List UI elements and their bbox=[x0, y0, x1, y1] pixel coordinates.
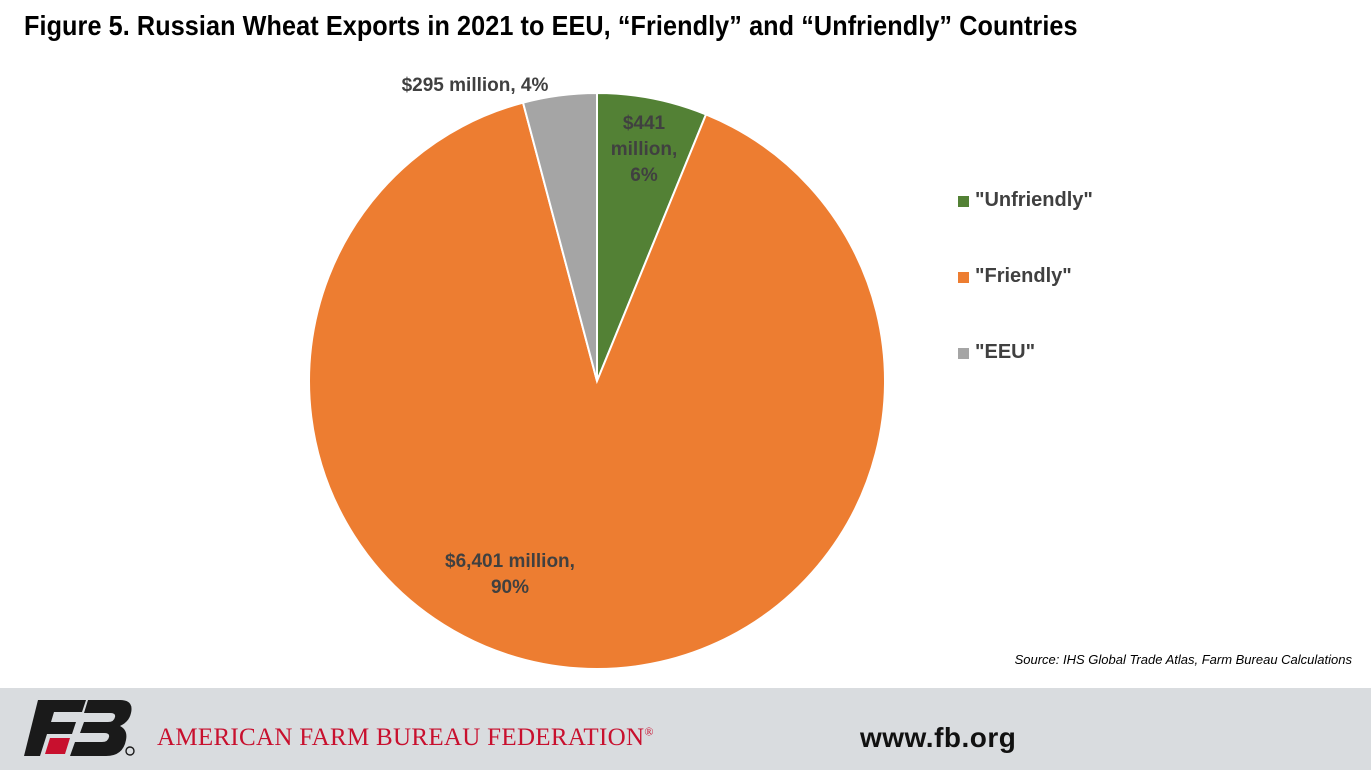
logo-f-shape bbox=[24, 700, 86, 756]
data-label-line: $295 million, 4% bbox=[401, 75, 549, 96]
legend-label: "EEU" bbox=[975, 341, 1036, 363]
logo-b-shape bbox=[70, 700, 132, 756]
legend: "Unfriendly" "Friendly" "EEU" bbox=[958, 186, 1093, 414]
organization-name: AMERICAN FARM BUREAU FEDERATION® bbox=[157, 724, 654, 752]
data-label-line: 6% bbox=[630, 165, 658, 186]
data-label-friendly: $6,401 million, 90% bbox=[445, 549, 575, 601]
registered-mark: ® bbox=[644, 724, 654, 739]
legend-swatch bbox=[958, 196, 969, 207]
pie-chart bbox=[308, 91, 887, 670]
data-label-line: 90% bbox=[490, 577, 530, 598]
organization-name-text: AMERICAN FARM BUREAU FEDERATION bbox=[157, 724, 645, 751]
legend-label: "Unfriendly" bbox=[975, 189, 1093, 211]
footer-band: AMERICAN FARM BUREAU FEDERATION® www.fb.… bbox=[0, 688, 1371, 770]
data-label-line: $441 bbox=[622, 113, 666, 134]
legend-label: "Friendly" bbox=[975, 265, 1072, 287]
logo-red-accent bbox=[45, 738, 70, 754]
logo-registered-dot bbox=[125, 746, 135, 756]
source-note: Source: IHS Global Trade Atlas, Farm Bur… bbox=[1014, 652, 1352, 667]
pie-slice-friendly bbox=[308, 101, 887, 670]
data-label-unfriendly: $441 million, 6% bbox=[611, 111, 678, 189]
data-label-line: million, bbox=[610, 139, 678, 160]
fb-logo-icon bbox=[24, 700, 135, 756]
legend-item-eeu: "EEU" bbox=[958, 338, 1093, 414]
website-link[interactable]: www.fb.org bbox=[860, 722, 1017, 753]
legend-swatch bbox=[958, 272, 969, 283]
pie-slice-eeu bbox=[521, 91, 598, 382]
legend-item-unfriendly: "Unfriendly" bbox=[958, 186, 1093, 262]
legend-item-friendly: "Friendly" bbox=[958, 262, 1093, 338]
data-label-eeu: $295 million, 4% bbox=[402, 73, 549, 99]
legend-swatch bbox=[958, 348, 969, 359]
chart-title: Figure 5. Russian Wheat Exports in 2021 … bbox=[24, 10, 1078, 41]
data-label-line: $6,401 million, bbox=[445, 551, 575, 572]
